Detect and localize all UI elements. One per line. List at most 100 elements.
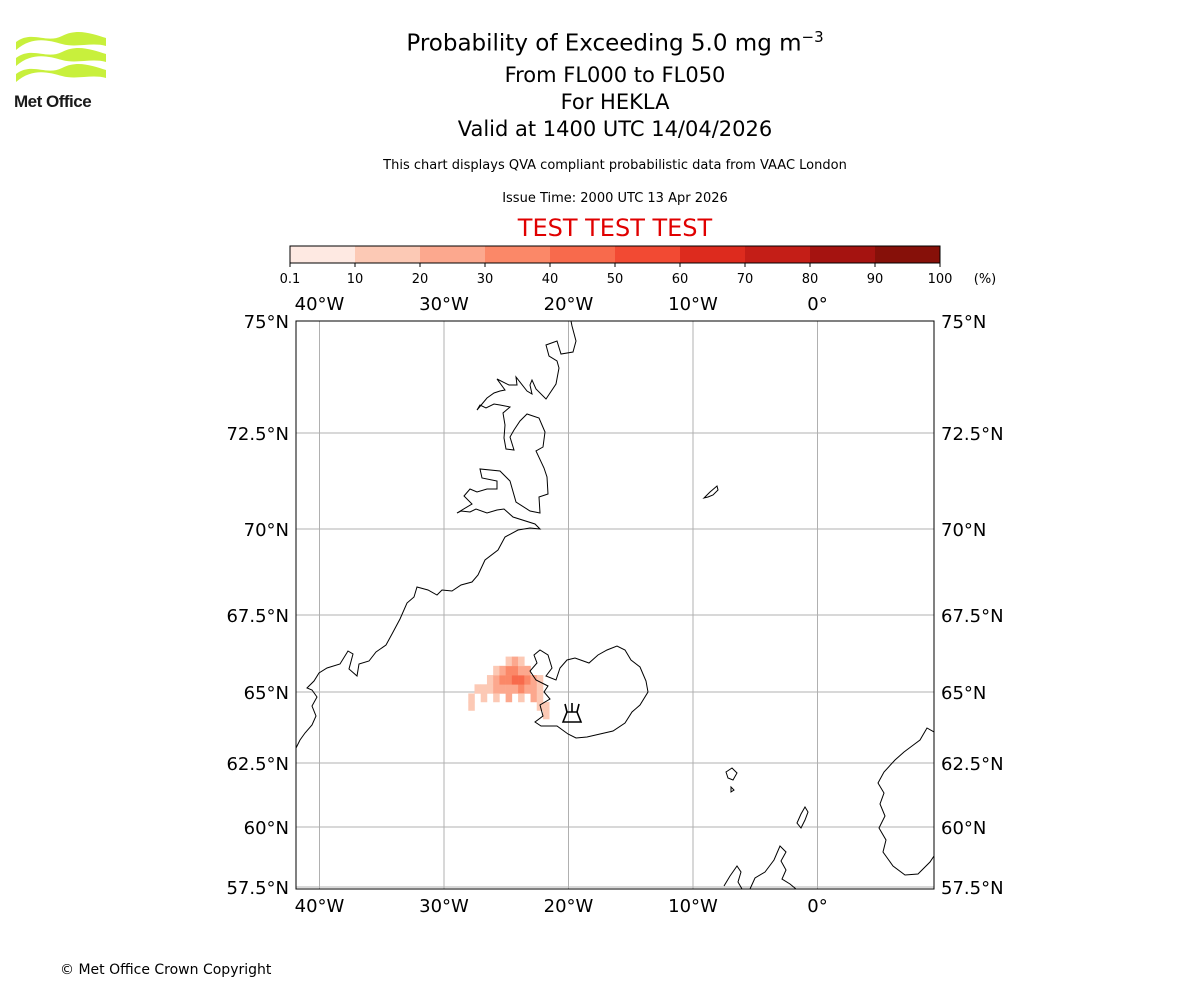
plume-cell	[542, 710, 550, 720]
colorbar-tick-label: 50	[607, 272, 624, 287]
plume-cell	[505, 656, 513, 667]
colorbar-swatch	[615, 246, 681, 263]
latitude-label: 75°N	[941, 312, 986, 333]
colorbar-swatch	[485, 246, 551, 263]
plume-cell	[518, 665, 525, 676]
colorbar-tick-label: 30	[477, 272, 494, 287]
latitude-label: 65°N	[941, 683, 986, 704]
coastlines	[296, 321, 934, 889]
latitude-label: 70°N	[941, 520, 986, 541]
chart-title-text: Probability of Exceeding 5.0 mg m	[406, 30, 802, 57]
test-banner: TEST TEST TEST	[517, 214, 713, 242]
plume-cell	[499, 675, 506, 685]
colorbar-swatch	[290, 246, 356, 263]
colorbar-tick-label: 70	[737, 272, 754, 287]
plume-cell	[530, 675, 538, 685]
longitude-label: 20°W	[544, 896, 594, 917]
plume-cell	[542, 701, 550, 711]
issue-time: Issue Time: 2000 UTC 13 Apr 2026	[502, 191, 728, 206]
latitude-label: 67.5°N	[941, 606, 1004, 627]
coastline-scotland	[723, 845, 797, 889]
chart-description: This chart displays QVA compliant probab…	[383, 158, 847, 173]
coastline-shetland	[796, 806, 809, 829]
met-office-logo	[14, 30, 109, 112]
plume-cell	[518, 656, 525, 667]
plume-cell	[536, 693, 544, 703]
plume-cell	[511, 665, 519, 676]
plume-cell	[486, 684, 494, 694]
chart-title: Probability of Exceeding 5.0 mg m−3	[0, 30, 1200, 56]
colorbar-swatch	[420, 246, 486, 263]
latitude-label: 57.5°N	[941, 878, 1004, 899]
colorbar-tick-label: 20	[412, 272, 429, 287]
plume-cell	[499, 684, 506, 694]
longitude-label: 20°W	[544, 294, 594, 315]
plume-cell	[505, 693, 513, 703]
latitude-label: 65°N	[244, 683, 289, 704]
longitude-label: 40°W	[295, 896, 345, 917]
plume-cell	[480, 693, 488, 703]
met-office-waves-icon	[16, 32, 106, 82]
latitude-label: 72.5°N	[941, 424, 1004, 445]
colorbar-tick-label: 10	[347, 272, 364, 287]
plume-cell	[511, 684, 519, 694]
plume-cell	[468, 701, 475, 711]
ash-probability-plume	[468, 656, 550, 720]
latitude-label: 72.5°N	[226, 424, 289, 445]
coastline-norway	[877, 727, 934, 876]
plume-cell	[524, 684, 531, 694]
plume-cell	[530, 684, 538, 694]
graticule	[296, 320, 934, 889]
colorbar-swatch	[680, 246, 746, 263]
latitude-label: 62.5°N	[941, 754, 1004, 775]
longitude-label: 30°W	[419, 294, 469, 315]
colorbar-swatch	[355, 246, 421, 263]
longitude-label: 10°W	[668, 896, 718, 917]
plume-cell	[524, 675, 531, 685]
latitude-label: 57.5°N	[226, 878, 289, 899]
plume-cell	[505, 684, 513, 694]
latitude-label: 60°N	[941, 818, 986, 839]
plume-cell	[505, 665, 513, 676]
volcano-name: For HEKLA	[560, 90, 670, 114]
map-area: 40°W 40°W 30°W 30°W 20°W 20°W 10°W 10°W 0° 0° 75°N…	[226, 294, 1003, 917]
colorbar-unit: (%)	[974, 272, 997, 287]
plume-cell	[518, 693, 525, 703]
colorbar-tick-label: 100	[928, 272, 953, 287]
longitude-label: 40°W	[295, 294, 345, 315]
plume-cell	[493, 684, 500, 694]
colorbar-tick-label: 40	[542, 272, 559, 287]
colorbar-swatch	[550, 246, 616, 263]
plume-cell	[499, 665, 506, 676]
longitude-label: 0°	[807, 294, 827, 315]
plume-cell	[524, 665, 531, 676]
copyright-notice: © Met Office Crown Copyright	[60, 962, 272, 978]
colorbar-swatch	[810, 246, 876, 263]
coastline-faroe	[725, 767, 738, 793]
latitude-label: 60°N	[244, 818, 289, 839]
colorbar: 0.1 10 20 30 40 50 60 70 80 90 100 (%)	[280, 245, 997, 287]
coastline-iceland	[529, 645, 649, 739]
plume-cell	[474, 684, 482, 694]
plume-cell	[536, 684, 544, 694]
plume-cell	[468, 693, 475, 703]
longitude-label: 10°W	[668, 294, 718, 315]
colorbar-swatch	[875, 246, 941, 263]
latitude-label: 67.5°N	[226, 606, 289, 627]
chart-title-exponent: −3	[801, 28, 824, 46]
plume-cell	[536, 675, 544, 685]
longitude-label: 0°	[807, 896, 827, 917]
colorbar-tick-label: 60	[672, 272, 689, 287]
coastline-greenland	[296, 321, 577, 749]
latitude-label: 62.5°N	[226, 754, 289, 775]
plume-cell	[480, 684, 488, 694]
plume-cell	[511, 656, 519, 667]
coastline-jan-mayen	[702, 485, 719, 499]
logo-text: Met Office	[14, 92, 92, 111]
plume-cell	[493, 665, 500, 676]
colorbar-tick-label: 90	[867, 272, 884, 287]
map-frame	[295, 320, 935, 890]
plume-cell	[518, 684, 525, 694]
colorbar-tick-label: 0.1	[280, 272, 301, 287]
